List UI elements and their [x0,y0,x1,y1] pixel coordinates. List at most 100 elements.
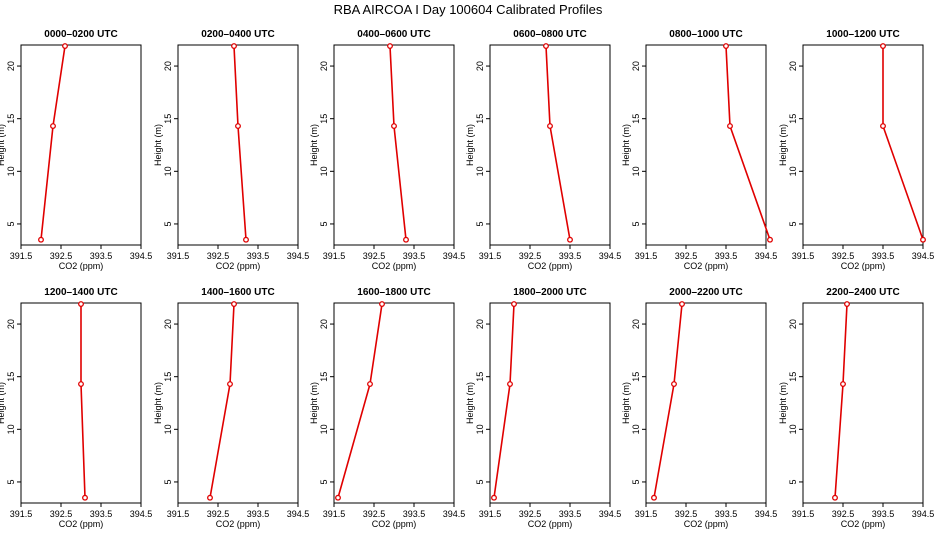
x-tick-label: 394.5 [755,251,778,261]
x-tick-label: 394.5 [912,509,935,519]
y-axis-label: Height (m) [621,382,631,424]
profile-line [493,304,515,498]
y-tick-label: 10 [788,424,798,434]
x-tick-label: 392.5 [50,251,73,261]
plot-frame [333,302,455,504]
y-tick-label: 5 [475,221,485,226]
y-tick-label: 5 [6,221,16,226]
x-tick-label: 393.5 [559,509,582,519]
plot-frame [177,44,299,246]
data-point [379,301,385,308]
data-point [207,494,213,501]
y-tick-label: 5 [788,479,798,484]
x-tick-label: 394.5 [130,251,153,261]
x-tick-label: 392.5 [519,251,542,261]
x-axis-label: CO2 (ppm) [684,519,729,529]
y-tick-label: 5 [163,221,173,226]
x-axis-label: CO2 (ppm) [528,519,573,529]
x-tick-label: 394.5 [599,509,622,519]
x-tick-label: 391.5 [635,509,658,519]
x-tick-label: 391.5 [323,509,346,519]
y-axis-label: Height (m) [465,382,475,424]
profile-line [337,303,383,498]
data-point [507,381,513,388]
x-axis-label: CO2 (ppm) [841,519,886,529]
panel-title: 1000–1200 UTC [826,29,899,40]
data-point [78,301,84,308]
y-tick-label: 10 [788,166,798,176]
y-tick-label: 20 [163,319,173,329]
panel-title: 1200–1400 UTC [44,287,117,298]
data-point [227,381,233,388]
x-tick-label: 393.5 [90,509,113,519]
x-tick-label: 393.5 [247,251,270,261]
y-tick-label: 15 [163,372,173,382]
data-point [547,123,553,130]
y-tick-label: 15 [6,372,16,382]
data-point [231,43,237,50]
panel-title: 0000–0200 UTC [44,29,117,40]
y-tick-label: 20 [631,319,641,329]
x-tick-label: 391.5 [792,251,815,261]
y-tick-label: 15 [163,114,173,124]
x-tick-label: 392.5 [50,509,73,519]
y-tick-label: 20 [319,319,329,329]
y-tick-label: 15 [319,372,329,382]
x-axis-label: CO2 (ppm) [59,261,104,271]
y-tick-label: 5 [319,221,329,226]
plot-frame [489,44,611,246]
data-point [511,301,517,308]
y-tick-label: 10 [475,166,485,176]
plot-frame [20,44,142,246]
y-tick-label: 20 [163,61,173,71]
x-axis-label: CO2 (ppm) [216,261,261,271]
x-tick-label: 391.5 [323,251,346,261]
profile-line [40,45,66,240]
x-tick-label: 393.5 [247,509,270,519]
y-tick-label: 15 [788,372,798,382]
x-tick-label: 392.5 [363,509,386,519]
y-tick-label: 20 [475,319,485,329]
data-point [920,236,926,243]
y-axis-label: Height (m) [0,382,6,424]
x-tick-label: 393.5 [715,251,738,261]
data-point [651,494,657,501]
data-point [235,123,241,130]
x-tick-label: 392.5 [363,251,386,261]
x-axis-label: CO2 (ppm) [841,261,886,271]
plot-frame [645,44,767,246]
panel-title: 0600–0800 UTC [513,29,586,40]
plot-frame [489,302,611,504]
data-point [671,381,677,388]
y-tick-label: 20 [788,61,798,71]
panel-title: 0400–0600 UTC [357,29,430,40]
panel-title: 0800–1000 UTC [669,29,742,40]
data-point [567,236,573,243]
x-axis-label: CO2 (ppm) [372,519,417,529]
x-tick-label: 394.5 [287,509,310,519]
x-axis-label: CO2 (ppm) [59,519,104,529]
y-axis-label: Height (m) [153,382,163,424]
x-tick-label: 394.5 [130,509,153,519]
data-point [231,301,237,308]
x-axis-label: CO2 (ppm) [684,261,729,271]
y-tick-label: 10 [475,424,485,434]
data-point [243,236,249,243]
y-tick-label: 10 [319,166,329,176]
x-tick-label: 392.5 [207,509,230,519]
x-axis-label: CO2 (ppm) [216,519,261,529]
x-tick-label: 394.5 [755,509,778,519]
profile-line [834,304,848,498]
y-axis-label: Height (m) [621,124,631,166]
profile-line [725,46,771,241]
y-axis-label: Height (m) [309,382,319,424]
x-tick-label: 394.5 [443,509,466,519]
y-tick-label: 10 [631,166,641,176]
y-tick-label: 20 [319,61,329,71]
x-tick-label: 391.5 [479,251,502,261]
y-tick-label: 20 [6,61,16,71]
x-tick-label: 392.5 [675,509,698,519]
x-tick-label: 391.5 [167,251,190,261]
y-axis-label: Height (m) [0,124,6,166]
y-tick-label: 15 [319,114,329,124]
